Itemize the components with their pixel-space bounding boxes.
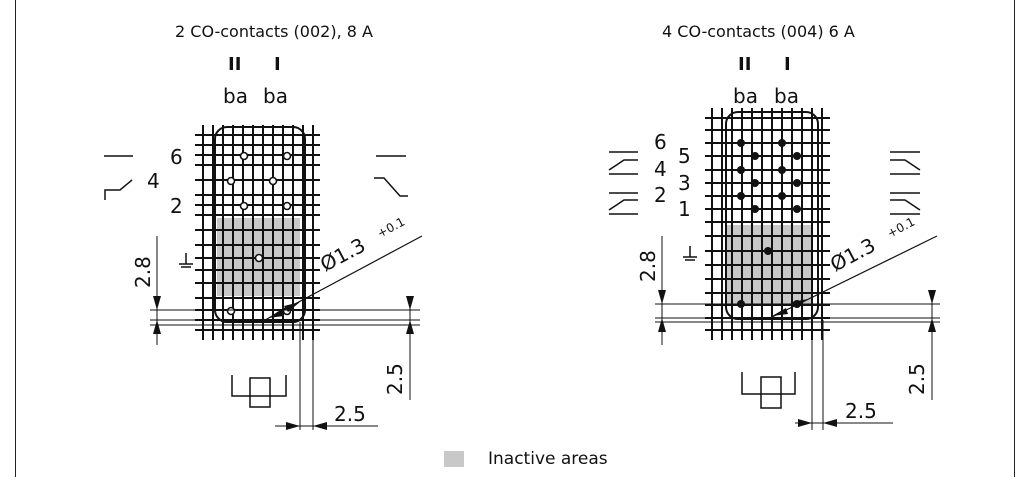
diagram-title-2co: 2 CO-contacts (002), 8 A xyxy=(175,22,373,41)
relay-coil-left xyxy=(231,375,287,408)
contact-symbols-left xyxy=(104,155,408,200)
dim-2-8: 2.8 xyxy=(131,256,155,288)
ground-symbol-right xyxy=(683,246,697,261)
ground-symbol-left xyxy=(179,253,193,268)
tolerance-label: +0.1 xyxy=(885,215,917,241)
pin-number-6: 6 xyxy=(654,130,667,154)
pin-number-5: 5 xyxy=(678,144,691,168)
diagram-title-4co: 4 CO-contacts (004) 6 A xyxy=(662,22,855,41)
contact-label-ba-2: ba xyxy=(223,84,248,108)
relay-outline-right xyxy=(725,111,819,320)
diagram-4co: II I ba ba 6 5 4 3 2 1 Ø1.3 +0.1 2.8 2.5… xyxy=(608,54,940,430)
roman-label-2: II xyxy=(738,54,751,75)
contact-label-ba-1: ba xyxy=(263,84,288,108)
legend-swatch xyxy=(444,451,464,467)
pin-number-3: 3 xyxy=(678,171,691,195)
pin-number-1: 1 xyxy=(678,197,691,221)
pin-number-4: 4 xyxy=(147,169,160,193)
tolerance-label: +0.1 xyxy=(375,215,407,241)
dim-2-5-horizontal: 2.5 xyxy=(845,399,877,423)
drawing-frame xyxy=(15,0,1015,477)
dim-2-8: 2.8 xyxy=(636,250,660,282)
contact-symbols-right xyxy=(608,151,921,215)
dim-arrows-right xyxy=(658,290,936,427)
contact-label-ba-1: ba xyxy=(774,84,799,108)
relay-outline-left xyxy=(214,126,306,323)
dim-2-5-horizontal: 2.5 xyxy=(334,402,366,426)
pin-number-6: 6 xyxy=(170,145,183,169)
roman-label-1: I xyxy=(274,54,281,75)
pin-number-2: 2 xyxy=(654,183,667,207)
dim-2-5-vertical: 2.5 xyxy=(905,363,929,395)
roman-label-1: I xyxy=(784,54,791,75)
pin-number-4: 4 xyxy=(654,157,667,181)
diameter-label: Ø1.3 xyxy=(316,233,369,277)
legend: Inactive areas xyxy=(444,449,608,469)
dim-lines-right xyxy=(655,235,940,430)
contact-label-ba-2: ba xyxy=(733,84,758,108)
legend-label: Inactive areas xyxy=(488,449,608,469)
dim-arrows-left xyxy=(153,296,414,430)
roman-label-2: II xyxy=(228,54,241,75)
grid-right xyxy=(705,108,830,340)
relay-coil-right xyxy=(741,372,796,409)
diagram-2co: II I ba ba 6 4 2 Ø1.3 +0.1 2.8 2.5 2.5 xyxy=(104,54,423,430)
pin-holes-left xyxy=(226,151,292,316)
pin-number-2: 2 xyxy=(170,194,183,218)
diameter-label: Ø1.3 xyxy=(826,233,879,277)
dim-2-5-vertical: 2.5 xyxy=(383,363,407,395)
